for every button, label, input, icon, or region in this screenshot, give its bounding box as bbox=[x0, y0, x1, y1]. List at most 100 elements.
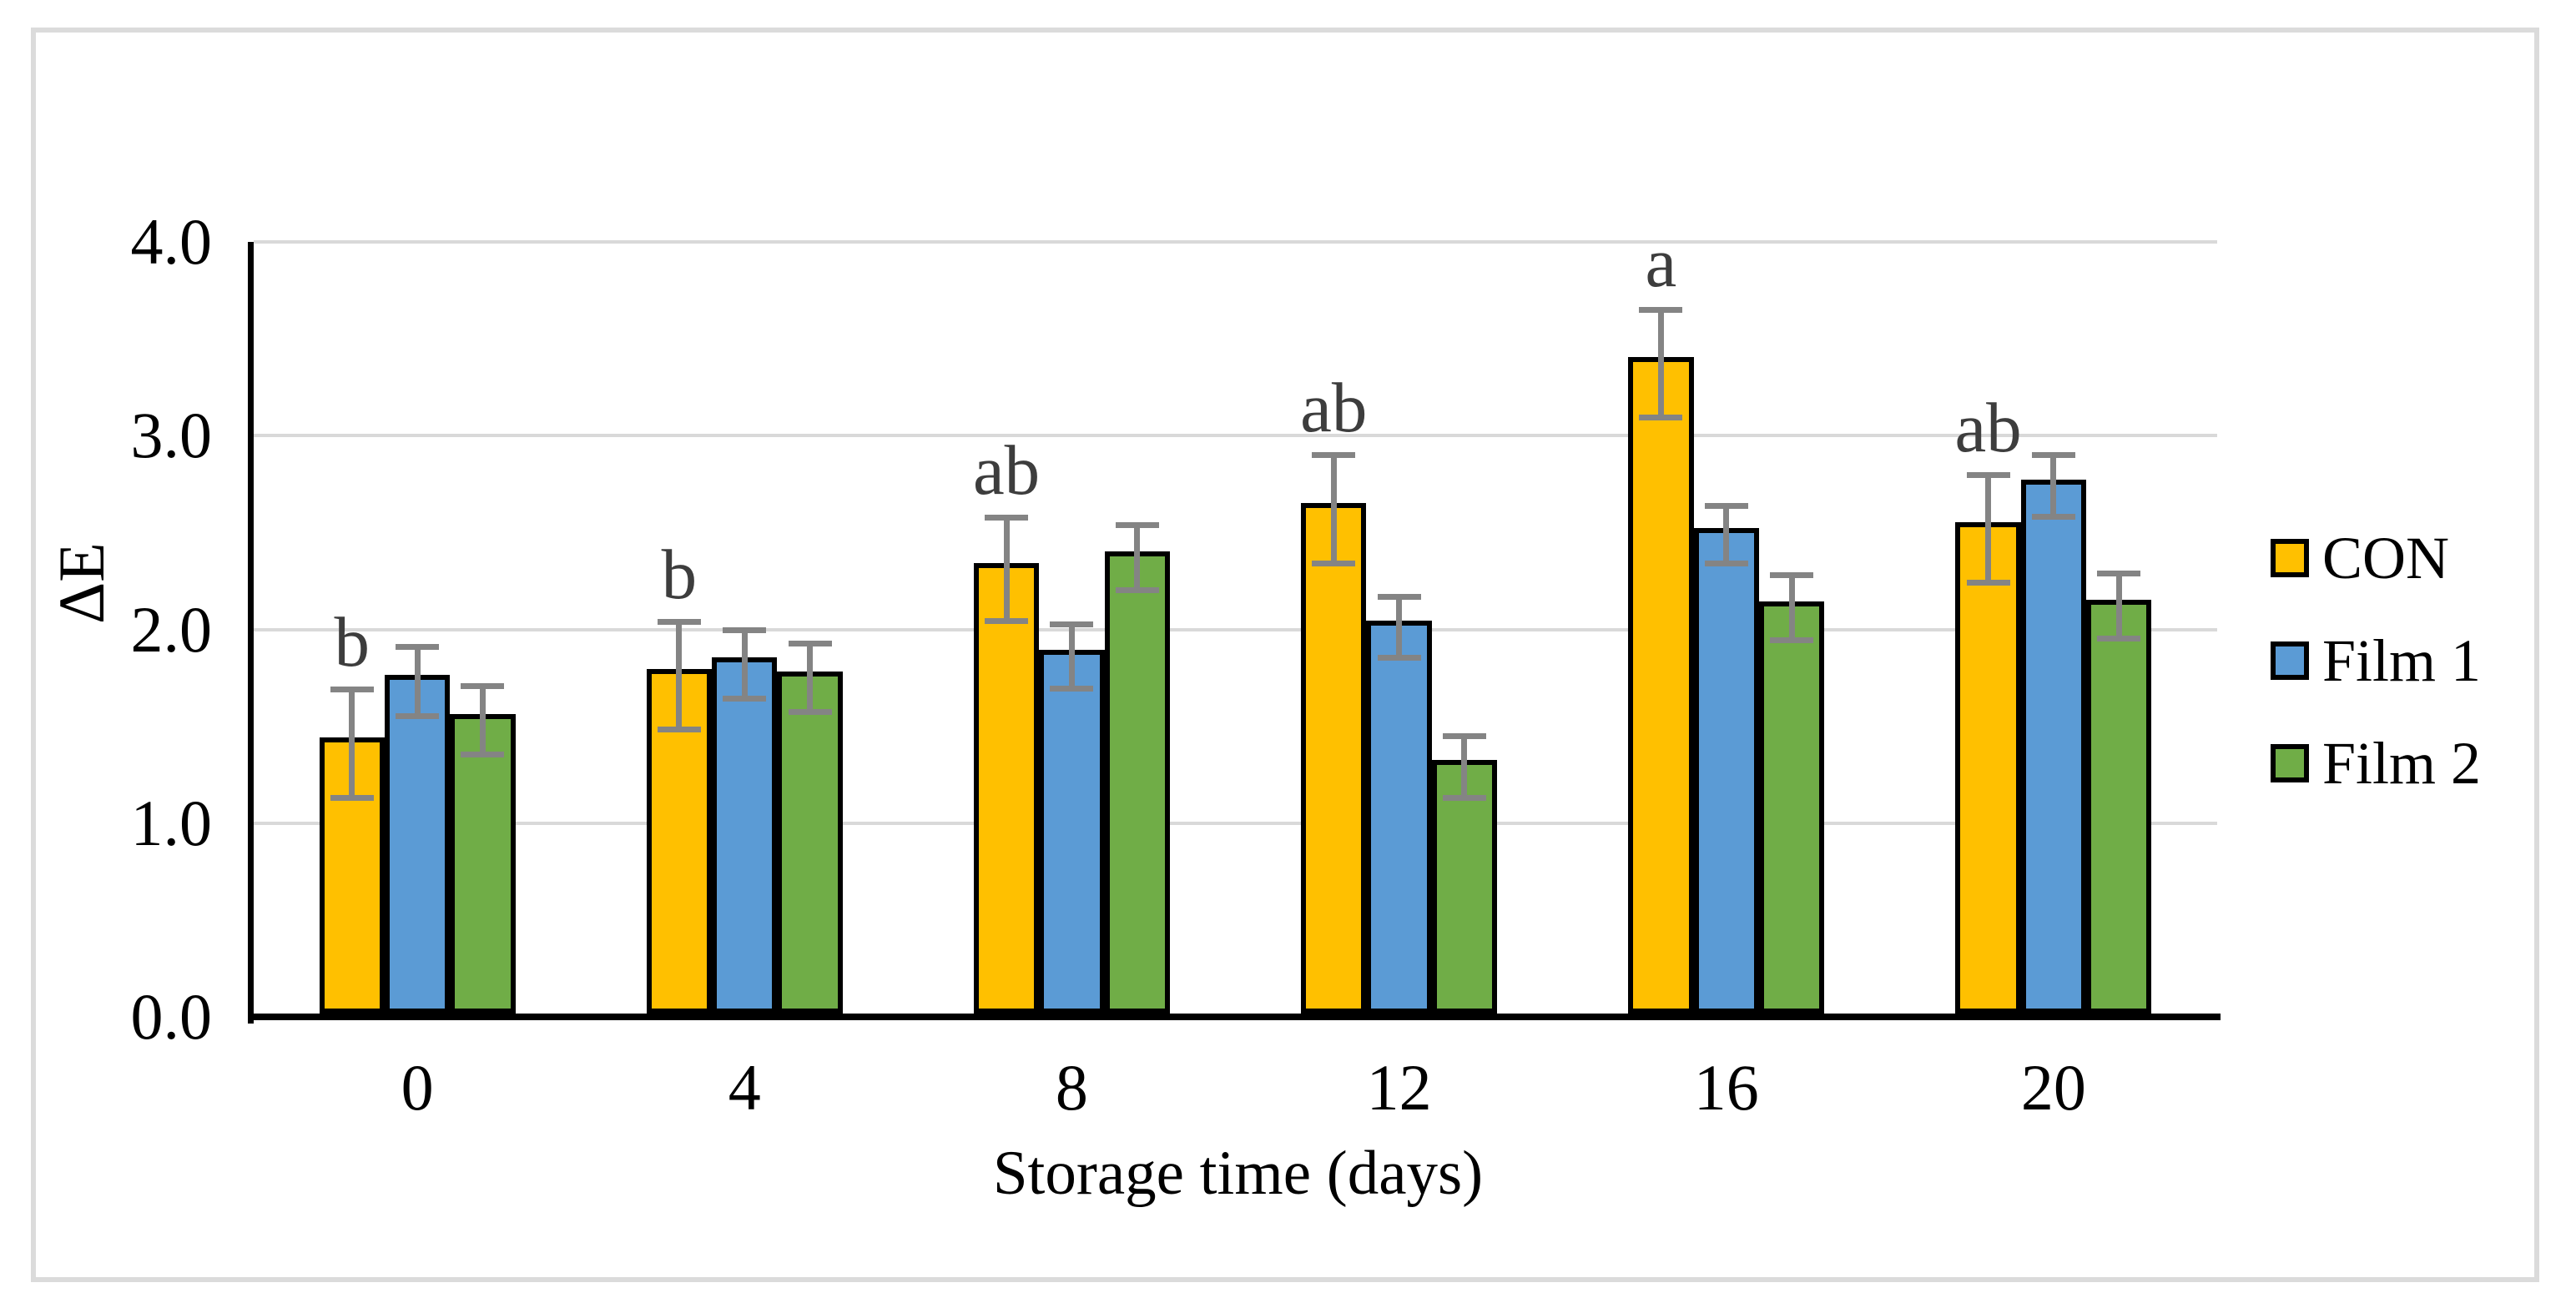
error-bar-con-day8-cap-bottom bbox=[985, 618, 1029, 625]
bar-film1-day12 bbox=[1366, 621, 1432, 1014]
legend-item-film2: Film 2 bbox=[2271, 730, 2482, 797]
error-bar-film1-day16-cap-bottom bbox=[1704, 560, 1748, 566]
error-bar-con-day4 bbox=[676, 621, 683, 731]
error-bar-film2-day4 bbox=[807, 642, 814, 713]
bar-film2-day4 bbox=[777, 671, 843, 1014]
error-bar-film2-day20-cap-top bbox=[2097, 571, 2141, 577]
bar-con-day8 bbox=[973, 562, 1040, 1014]
legend-label-con: CON bbox=[2322, 525, 2450, 591]
error-bar-con-day0 bbox=[349, 689, 355, 798]
significance-letter-day8: ab bbox=[972, 430, 1041, 510]
x-tick-label-8: 8 bbox=[1055, 1051, 1088, 1124]
bar-film1-day4 bbox=[712, 657, 778, 1014]
error-bar-film1-day20-cap-bottom bbox=[2031, 513, 2075, 520]
error-bar-film2-day12-cap-top bbox=[1442, 733, 1486, 740]
y-tick-label-0.0: 0.0 bbox=[130, 980, 213, 1053]
error-bar-film1-day16-cap-top bbox=[1704, 502, 1748, 509]
error-bar-film1-day0 bbox=[414, 646, 421, 717]
error-bar-film1-day0-cap-top bbox=[396, 644, 440, 651]
significance-letter-day0: b bbox=[334, 603, 371, 682]
error-bar-film2-day16-cap-top bbox=[1770, 572, 1814, 579]
x-axis-line bbox=[248, 1014, 2221, 1020]
legend-swatch-film1 bbox=[2271, 641, 2309, 680]
legend-item-film1: Film 1 bbox=[2271, 627, 2482, 694]
significance-letter-day4: b bbox=[661, 536, 698, 615]
x-tick-label-0: 0 bbox=[401, 1051, 434, 1124]
error-bar-film1-day20 bbox=[2050, 455, 2057, 517]
error-bar-film2-day12-cap-bottom bbox=[1442, 794, 1486, 801]
gridline-4.0 bbox=[254, 240, 2217, 244]
bar-film2-day8 bbox=[1104, 551, 1170, 1014]
y-tick-label-2.0: 2.0 bbox=[130, 592, 213, 666]
error-bar-con-day20 bbox=[1985, 474, 1992, 583]
error-bar-film1-day12 bbox=[1396, 596, 1403, 659]
bar-con-day16 bbox=[1628, 357, 1694, 1014]
error-bar-con-day0-cap-bottom bbox=[330, 794, 374, 801]
significance-letter-day20: ab bbox=[1954, 388, 2022, 467]
gridline-3.0 bbox=[254, 434, 2217, 438]
significance-letter-day12: ab bbox=[1300, 369, 1368, 448]
error-bar-con-day4-cap-top bbox=[657, 619, 701, 626]
error-bar-con-day12 bbox=[1330, 455, 1337, 564]
bar-film1-day0 bbox=[384, 675, 451, 1014]
bar-film2-day20 bbox=[2086, 599, 2152, 1014]
error-bar-film1-day0-cap-bottom bbox=[396, 713, 440, 719]
y-tick-label-1.0: 1.0 bbox=[130, 786, 213, 859]
bar-film2-day0 bbox=[450, 713, 516, 1014]
error-bar-film1-day8-cap-top bbox=[1050, 621, 1094, 627]
significance-letter-day16: a bbox=[1645, 224, 1677, 303]
legend-item-con: CON bbox=[2271, 525, 2481, 591]
error-bar-film2-day12 bbox=[1461, 736, 1468, 798]
x-tick-label-4: 4 bbox=[728, 1051, 761, 1124]
error-bar-film2-day4-cap-top bbox=[788, 640, 832, 646]
error-bar-film2-day8-cap-top bbox=[1115, 522, 1159, 529]
legend-label-film2: Film 2 bbox=[2322, 730, 2482, 797]
gridline-2.0 bbox=[254, 627, 2217, 631]
error-bar-film2-day0-cap-bottom bbox=[461, 752, 505, 758]
error-bar-film1-day16 bbox=[1723, 505, 1730, 564]
error-bar-film1-day8-cap-bottom bbox=[1050, 686, 1094, 692]
bar-film1-day8 bbox=[1039, 650, 1105, 1014]
error-bar-film2-day20 bbox=[2115, 573, 2122, 640]
error-bar-film2-day8 bbox=[1134, 525, 1141, 591]
legend: CON Film 1 Film 2 bbox=[2271, 525, 2482, 842]
x-tick-label-16: 16 bbox=[1693, 1051, 1759, 1124]
error-bar-film2-day4-cap-bottom bbox=[788, 709, 832, 716]
error-bar-con-day0-cap-top bbox=[330, 687, 374, 693]
error-bar-con-day4-cap-bottom bbox=[657, 727, 701, 733]
error-bar-film1-day4-cap-top bbox=[723, 626, 767, 633]
error-bar-film1-day20-cap-top bbox=[2031, 452, 2075, 459]
legend-label-film1: Film 1 bbox=[2322, 627, 2482, 694]
error-bar-con-day8 bbox=[1003, 516, 1010, 622]
error-bar-film2-day20-cap-bottom bbox=[2097, 636, 2141, 642]
error-bar-con-day20-cap-bottom bbox=[1966, 579, 2010, 586]
error-bar-film1-day8 bbox=[1068, 623, 1075, 690]
gridline-1.0 bbox=[254, 821, 2217, 825]
error-bar-con-day12-cap-top bbox=[1312, 452, 1356, 459]
plot-area: 0.0 1.0 2.0 3.0 4.0 0 4 8 12 16 20 b b ab ab a ab bbox=[131, 209, 2221, 1121]
error-bar-film2-day8-cap-bottom bbox=[1115, 587, 1159, 594]
y-axis-line bbox=[248, 242, 254, 1024]
error-bar-con-day20-cap-top bbox=[1966, 471, 2010, 478]
error-bar-film1-day12-cap-top bbox=[1377, 594, 1421, 601]
error-bar-con-day12-cap-bottom bbox=[1312, 560, 1356, 566]
error-bar-con-day8-cap-top bbox=[985, 514, 1029, 521]
error-bar-con-day16-cap-bottom bbox=[1639, 415, 1683, 421]
error-bar-con-day16 bbox=[1657, 309, 1664, 419]
legend-swatch-con bbox=[2271, 539, 2309, 577]
error-bar-film1-day4-cap-bottom bbox=[723, 696, 767, 702]
bar-film1-day16 bbox=[1693, 527, 1759, 1014]
y-tick-label-3.0: 3.0 bbox=[130, 399, 213, 472]
error-bar-film2-day16-cap-bottom bbox=[1770, 637, 1814, 644]
y-tick-label-4.0: 4.0 bbox=[130, 205, 213, 278]
error-bar-film2-day0-cap-top bbox=[461, 682, 505, 689]
bar-film2-day16 bbox=[1758, 601, 1825, 1014]
x-tick-label-12: 12 bbox=[1366, 1051, 1432, 1124]
bar-film2-day12 bbox=[1431, 760, 1498, 1014]
error-bar-film1-day4 bbox=[741, 629, 748, 700]
error-bar-film1-day12-cap-bottom bbox=[1377, 655, 1421, 662]
error-bar-con-day16-cap-top bbox=[1639, 307, 1683, 314]
error-bar-film2-day16 bbox=[1788, 575, 1795, 641]
x-axis-title: Storage time (days) bbox=[992, 1139, 1484, 1208]
